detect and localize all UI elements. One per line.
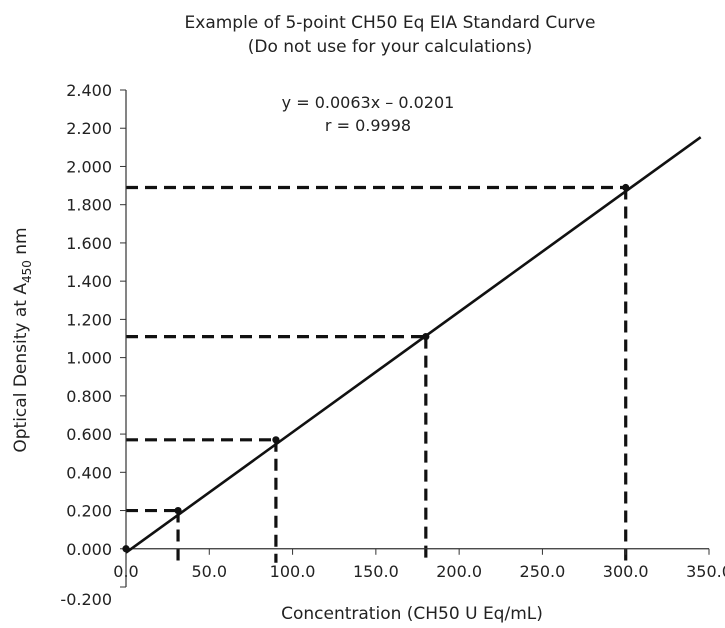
x-tick-label: 300.0 bbox=[603, 562, 649, 581]
y-tick-label: 2.000 bbox=[66, 157, 112, 176]
y-tick-label: 1.200 bbox=[66, 310, 112, 329]
x-tick-label: 150.0 bbox=[353, 562, 399, 581]
x-tick-label: 250.0 bbox=[520, 562, 566, 581]
regression-equation: y = 0.0063x – 0.0201 bbox=[282, 93, 455, 112]
axes bbox=[120, 89, 710, 588]
y-tick-label: 1.000 bbox=[66, 349, 112, 368]
y-tick-label: 1.600 bbox=[66, 234, 112, 253]
chart-title: Example of 5-point CH50 Eq EIA Standard … bbox=[185, 13, 596, 33]
y-axis-label: Optical Density at A450 nm bbox=[11, 227, 34, 452]
y-tick-label: 0.400 bbox=[66, 463, 112, 482]
y-tick-label: 0.000 bbox=[66, 540, 112, 559]
y-axis-label-subscript: 450 bbox=[20, 260, 34, 283]
y-tick-label: 1.400 bbox=[66, 272, 112, 291]
data-point bbox=[422, 332, 430, 341]
x-tick-label: 200.0 bbox=[436, 562, 482, 581]
y-tick-label: 1.800 bbox=[66, 196, 112, 215]
y-tick-label: -0.200 bbox=[60, 590, 112, 609]
x-axis-label: Concentration (CH50 U Eq/mL) bbox=[281, 604, 543, 624]
y-tick-label: 2.400 bbox=[66, 81, 112, 100]
data-point bbox=[174, 506, 182, 515]
correlation-coefficient: r = 0.9998 bbox=[325, 116, 411, 135]
y-axis-label-unit: nm bbox=[11, 227, 31, 260]
chart-subtitle: (Do not use for your calculations) bbox=[248, 37, 532, 57]
x-tick-label: 50.0 bbox=[191, 562, 227, 581]
y-tick-label: 0.800 bbox=[66, 387, 112, 406]
data-point bbox=[272, 436, 280, 444]
y-tick-label: 2.200 bbox=[66, 119, 112, 138]
x-tick-label: 100.0 bbox=[270, 562, 316, 581]
data-point bbox=[122, 545, 130, 553]
x-tick-labels: 0.0 50.0 100.0 150.0 200.0 250.0 300.0 350.0 bbox=[113, 562, 725, 581]
x-tick-label: 0.0 bbox=[113, 562, 138, 581]
x-tick-label: 350.0 bbox=[686, 562, 725, 581]
data-point bbox=[622, 183, 630, 192]
guide-lines bbox=[126, 185, 628, 563]
y-tick-label: 0.200 bbox=[66, 502, 112, 521]
data-points bbox=[122, 183, 630, 553]
fit-line-group bbox=[125, 136, 702, 554]
fit-line bbox=[125, 136, 702, 554]
y-tick-labels: -0.200 0.000 0.200 0.400 0.600 0.800 1.000 1.20… bbox=[60, 81, 112, 609]
y-tick-label: 0.600 bbox=[66, 425, 112, 444]
y-axis-label-main: Optical Density at A bbox=[11, 283, 31, 453]
